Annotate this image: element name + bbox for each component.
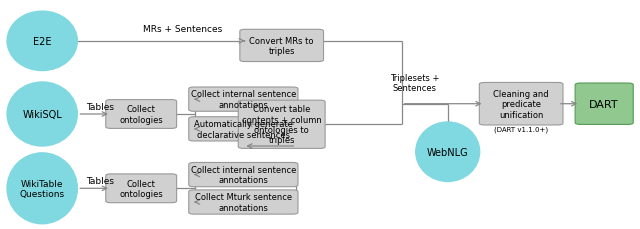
Text: Convert MRs to
triples: Convert MRs to triples [250,37,314,56]
Text: Collect internal sentence
annotations: Collect internal sentence annotations [191,165,296,185]
FancyBboxPatch shape [479,83,563,125]
Text: Tables: Tables [86,177,114,185]
Text: WikiTable
Questions: WikiTable Questions [20,179,65,198]
Text: Collect internal sentence
annotations: Collect internal sentence annotations [191,90,296,109]
Text: Cleaning and
predicate
unification: Cleaning and predicate unification [493,89,549,119]
Text: Convert table
contents + column
ontologies to
triples: Convert table contents + column ontologi… [242,105,321,145]
Text: Tables: Tables [86,103,114,112]
FancyBboxPatch shape [106,100,177,129]
Ellipse shape [7,12,77,71]
FancyBboxPatch shape [106,174,177,203]
Ellipse shape [416,123,479,182]
FancyBboxPatch shape [189,163,298,187]
FancyBboxPatch shape [240,30,323,62]
Text: Automatically generate
declarative sentences: Automatically generate declarative sente… [194,120,293,139]
Text: (DART v1.1.0+): (DART v1.1.0+) [494,126,548,133]
Ellipse shape [7,153,77,224]
Text: WikiSQL: WikiSQL [22,109,62,120]
Text: MRs + Sentences: MRs + Sentences [143,25,222,34]
Text: Collect
ontologies: Collect ontologies [119,179,163,198]
FancyBboxPatch shape [189,190,298,214]
FancyBboxPatch shape [575,84,633,125]
FancyBboxPatch shape [189,88,298,112]
Text: Collect Mturk sentence
annotations: Collect Mturk sentence annotations [195,193,292,212]
Ellipse shape [7,83,77,146]
FancyBboxPatch shape [238,101,325,149]
Text: WebNLG: WebNLG [427,147,468,157]
Text: E2E: E2E [33,37,51,47]
Text: Collect
ontologies: Collect ontologies [119,105,163,124]
FancyBboxPatch shape [189,117,298,141]
Text: DART: DART [589,99,619,109]
Text: Triplesets +
Sentences: Triplesets + Sentences [390,74,439,93]
